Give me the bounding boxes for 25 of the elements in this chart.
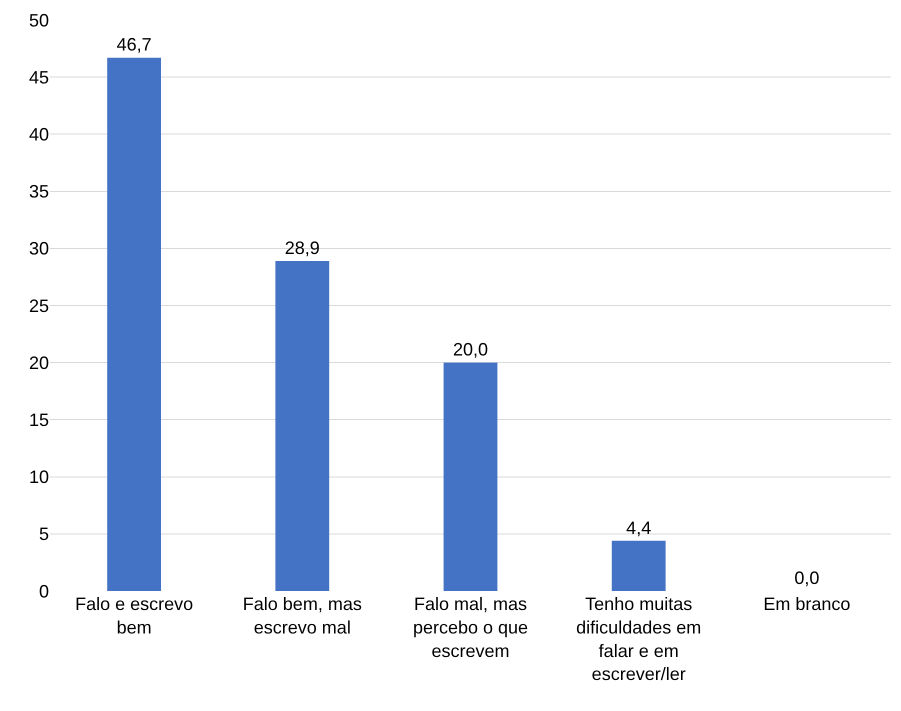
x-tick-label: Falo e escrevo bem	[75, 594, 194, 638]
bar	[275, 260, 330, 591]
data-label: 0,0	[794, 568, 820, 588]
y-tick-label: 50	[28, 10, 49, 30]
y-tick-label: 20	[28, 352, 49, 373]
y-tick-label: 35	[28, 182, 49, 202]
y-tick-label: 0	[38, 581, 49, 602]
data-label: 4,4	[626, 518, 652, 538]
y-tick-label: 30	[28, 238, 49, 259]
bar	[107, 58, 162, 591]
x-tick-label: Tenho muitas dificuldades em falar e em escrever/ler	[576, 594, 702, 684]
x-tick-label: Falo mal, mas percebo o que escrevem	[412, 594, 528, 661]
bar	[444, 362, 498, 591]
y-tick-label: 45	[28, 67, 49, 88]
y-tick-label: 15	[28, 410, 49, 430]
x-tick-label: Falo bem, mas escrevo mal	[242, 594, 362, 638]
bar	[612, 540, 666, 591]
x-tick-label: Em branco	[763, 594, 850, 614]
y-tick-label: 10	[28, 467, 49, 488]
y-tick-label: 40	[28, 124, 49, 144]
data-label: 20,0	[452, 340, 488, 360]
data-label: 28,9	[284, 238, 320, 258]
y-tick-label: 5	[38, 524, 49, 544]
data-label: 46,7	[116, 34, 152, 55]
y-tick-label: 25	[28, 296, 49, 316]
